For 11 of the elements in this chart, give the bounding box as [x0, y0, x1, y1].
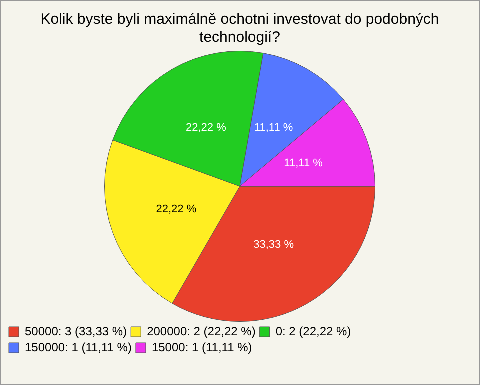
- legend-label: 15000: 1 (11,11 %): [152, 340, 252, 354]
- data-label: 11,11 %: [284, 157, 324, 170]
- chart-title: Kolik byste byli maximálně ochotni investovat do podobných technologií?: [40, 11, 440, 48]
- legend-label: 150000: 1 (11,11 %): [25, 340, 132, 354]
- data-label: 22,22 %: [156, 204, 197, 216]
- data-label: 33,33 %: [254, 239, 294, 252]
- legend-label: 200000: 2 (22,22 %): [147, 324, 256, 338]
- data-label: 11,11 %: [254, 122, 294, 134]
- data-label: 22,22 %: [186, 122, 227, 134]
- legend-label: 50000: 3 (33,33 %): [25, 324, 128, 338]
- legend-label: 0: 2 (22,22 %): [276, 324, 352, 338]
